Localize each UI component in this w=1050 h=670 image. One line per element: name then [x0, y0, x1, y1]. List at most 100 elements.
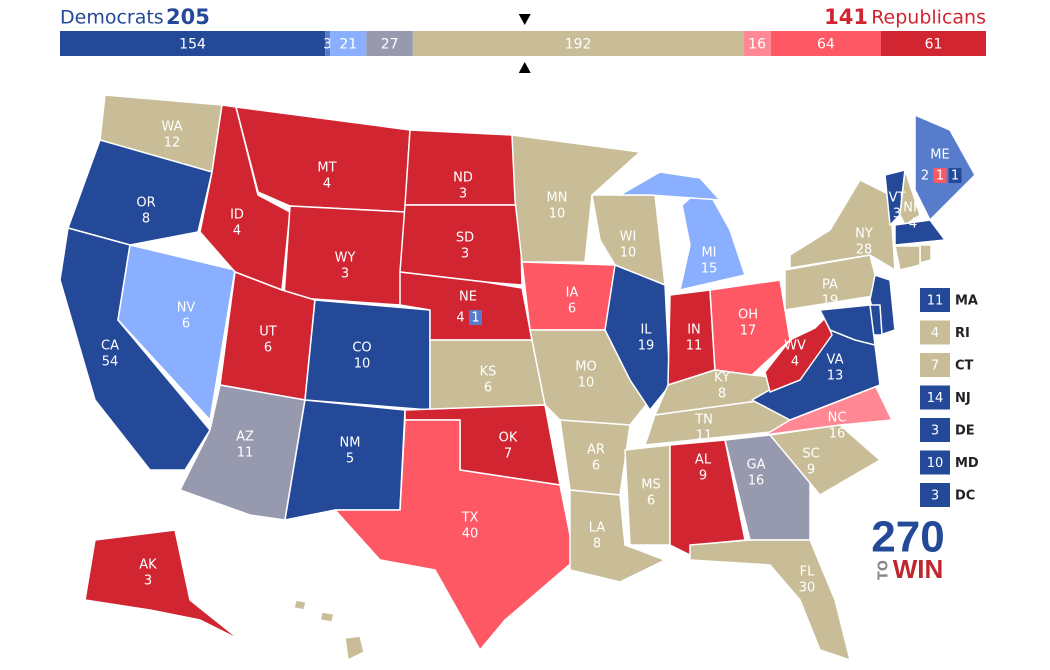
state-abbr: NV: [177, 301, 196, 316]
state-abbr: OH: [738, 308, 758, 323]
state: [399, 204, 523, 286]
small-state-box: [920, 385, 950, 410]
bar-label: 192: [565, 37, 592, 53]
state-abbr: VT: [889, 191, 906, 206]
state-abbr: AL: [695, 453, 712, 468]
state: [689, 539, 851, 661]
state-abbr: ID: [230, 208, 244, 223]
state-ev: 8: [718, 387, 726, 402]
small-state-box: [920, 320, 950, 345]
bar: 154 3 21 27 192 16 64 61: [60, 14, 986, 73]
state-ev: 19: [638, 339, 655, 354]
state-abbr: KS: [480, 365, 497, 380]
bar-label: 64: [817, 37, 835, 53]
small-state-ev: 3: [931, 489, 939, 504]
state-ev: 40: [462, 527, 479, 542]
state-abbr: CA: [101, 339, 119, 354]
bar-label: 16: [748, 37, 766, 53]
state-abbr: NC: [828, 411, 847, 426]
state-abbr: LA: [589, 521, 606, 536]
small-state-abbr: MD: [955, 456, 979, 471]
bar-segment: [743, 31, 771, 56]
state-abbr: VA: [827, 353, 844, 368]
state-abbr: MO: [575, 360, 596, 375]
state-ev: 6: [264, 341, 272, 356]
state-abbr: IN: [687, 323, 701, 338]
state-abbr: WV: [784, 339, 806, 354]
state-ev: 9: [699, 469, 707, 484]
small-state-ev: 10: [927, 456, 944, 471]
state: [344, 635, 365, 661]
small-state-box: [920, 450, 950, 475]
state-abbr: SC: [802, 447, 819, 462]
state: [914, 114, 976, 221]
small-state-ev: 7: [931, 359, 939, 374]
dem-total: 205: [166, 5, 210, 29]
state: [67, 139, 213, 246]
state-ev: 10: [578, 376, 595, 391]
state-ev: 6: [182, 317, 190, 332]
bar-segment: [770, 31, 882, 56]
state-abbr: OR: [136, 196, 155, 211]
state: [819, 304, 876, 346]
state-labels: WA12OR8CA54NV6ID4MT4WY3UT6AZ11CO10NM5ND3…: [101, 120, 962, 664]
state-abbr: AR: [587, 443, 605, 458]
small-state-ev: 14: [927, 391, 944, 406]
state-abbr: NE: [459, 290, 477, 305]
state-abbr: IL: [640, 323, 652, 338]
state-abbr: IA: [566, 286, 579, 301]
state-abbr: KY: [714, 371, 730, 386]
state-ev: 10: [620, 246, 637, 261]
district-ev: 2: [921, 169, 929, 184]
state-ev: 10: [354, 357, 371, 372]
state: [764, 384, 893, 436]
small-state-abbr: CT: [955, 359, 974, 374]
state-ev: 6: [647, 494, 655, 509]
small-state-legend: 11 MA 4 RI 7 CT 14 NJ 3 DE 10 MD 3 DC: [920, 288, 979, 507]
state-ev: 11: [686, 339, 703, 354]
state-ev: 8: [142, 212, 150, 227]
state: [511, 134, 641, 263]
state-abbr: TX: [461, 511, 479, 526]
state-ev: 19: [822, 294, 839, 309]
state-ev: 11: [696, 429, 713, 444]
majority-marker: [518, 62, 531, 73]
state: [619, 171, 721, 201]
state: [235, 106, 411, 213]
state-ev: 12: [164, 136, 181, 151]
state: [334, 419, 576, 651]
bar-label: 3: [323, 37, 332, 53]
state-ev: 8: [593, 537, 601, 552]
state-abbr: ND: [453, 171, 473, 186]
bar-label: 27: [381, 37, 399, 53]
bar-segment: [325, 31, 331, 56]
bar-label: 21: [339, 37, 357, 53]
small-state-abbr: DC: [955, 489, 975, 504]
state-abbr: NH: [903, 201, 923, 216]
state-abbr: NY: [855, 227, 873, 242]
small-state-box: [920, 288, 950, 312]
state-ev: 3: [459, 187, 467, 202]
bar-segment: [330, 31, 367, 56]
district-box: [469, 310, 482, 325]
district-box: [918, 168, 932, 183]
state-abbr: CO: [352, 341, 371, 356]
bar-segment: [60, 31, 326, 56]
state-ev: 3: [341, 267, 349, 282]
bar-label: 61: [925, 37, 943, 53]
district-box: [948, 168, 962, 183]
state: [293, 599, 307, 611]
district-ev: 1: [936, 169, 944, 184]
state-ev: 30: [799, 581, 816, 596]
rep-label: Republicans: [871, 7, 986, 29]
state-ev: 9: [807, 463, 815, 478]
state: [319, 611, 335, 623]
state-abbr: FL: [800, 565, 815, 580]
state-abbr: MI: [701, 246, 716, 261]
state-ev: 6: [592, 459, 600, 474]
state-ev: 28: [856, 243, 873, 258]
state-ev: 17: [740, 324, 757, 339]
small-state-box: [920, 353, 950, 377]
state: [919, 244, 932, 264]
